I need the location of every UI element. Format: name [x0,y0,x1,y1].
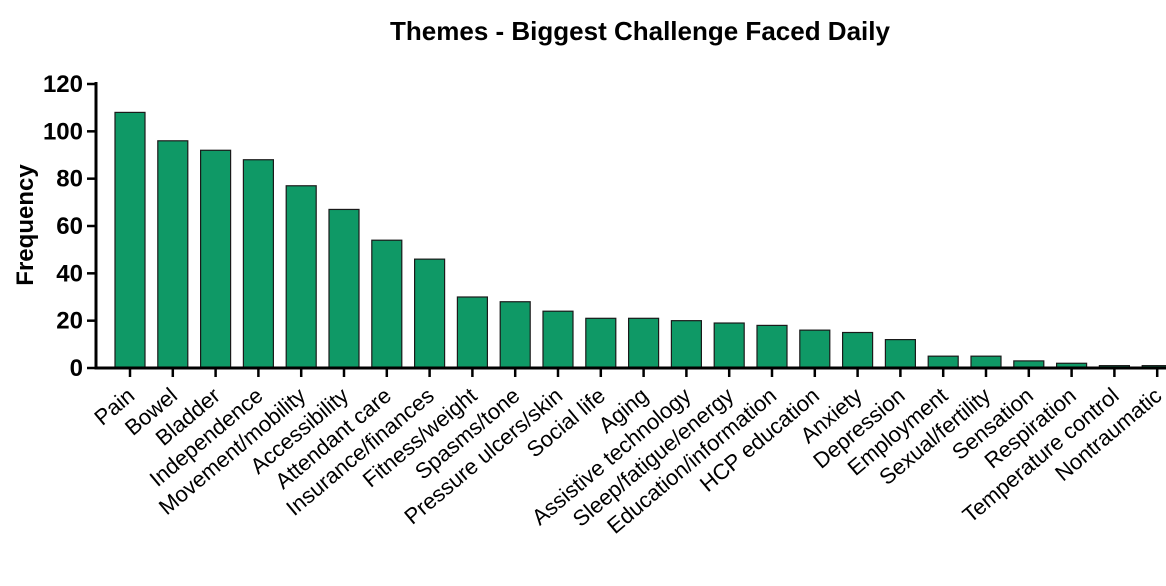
bar-employment [927,355,959,369]
bar-attendant-care [371,239,403,369]
bar-movement-mobility [285,185,317,369]
bar-anxiety [841,331,874,369]
bar-sexual-fertility [970,355,1002,369]
bar-bowel [157,140,189,369]
y-tick-label: 20 [56,308,83,335]
bar-pain [114,111,146,369]
bar-bladder [200,149,232,369]
chart-title: Themes - Biggest Challenge Faced Daily [390,16,890,46]
bar-education-information [756,324,788,369]
bar-sleep-fatigue-energy [713,322,745,369]
bar-insurance-finances [414,258,446,369]
bar-pressure-ulcers-skin [542,310,574,369]
y-tick-label: 60 [56,213,83,240]
bar-social-life [585,317,617,369]
y-tick-label: 80 [56,166,83,193]
bars-group [114,111,1166,369]
bar-independence [242,159,274,369]
bar-spasms-tone [499,301,531,369]
bar-accessibility [328,208,360,369]
bar-fitness-weight [456,296,488,369]
y-tick-label: 100 [43,118,83,145]
x-ticks-group: PainBowelBladderIndependenceMovement/mob… [89,368,1166,539]
y-tick-label: 40 [56,260,83,287]
y-tick-label: 0 [70,355,83,382]
bar-hcp-education [799,329,831,369]
bar-assistive-technology [670,320,703,369]
y-ticks-group: 0 20 40 60 80 100 120 [43,71,96,382]
bar-depression [884,339,917,369]
bar-aging [627,317,660,369]
y-tick-label: 120 [43,71,83,98]
y-axis-label: Frequency [12,164,39,286]
